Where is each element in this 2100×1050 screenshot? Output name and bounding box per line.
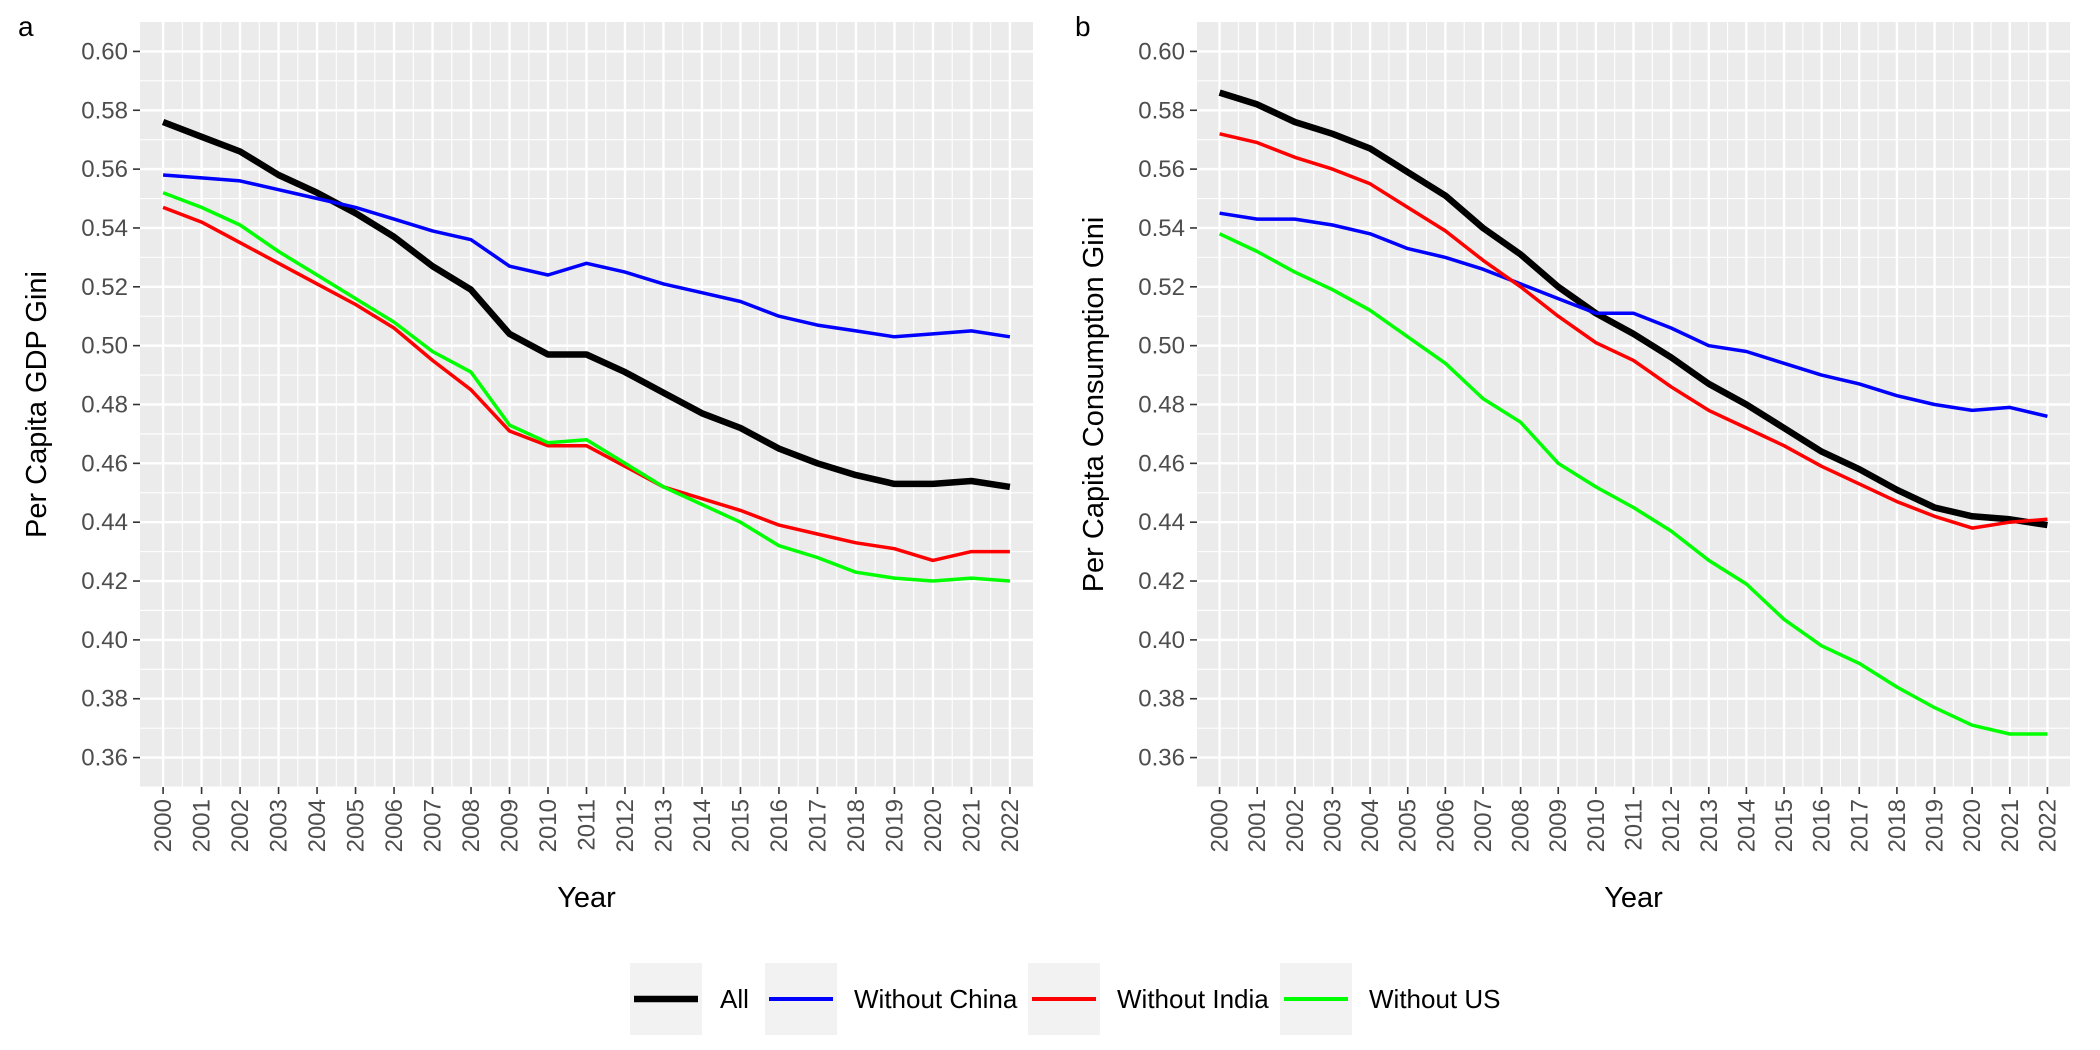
series-line-all <box>1218 89 2048 529</box>
x-tick-label-2022: 2022 <box>997 799 1024 852</box>
x-axis-title: Year <box>1604 882 1663 914</box>
x-tick-label-2010: 2010 <box>1583 799 1610 852</box>
series-line-without-us <box>1218 232 2048 736</box>
legend-label-all: All <box>720 984 749 1014</box>
x-tick-label-2016: 2016 <box>1809 799 1836 852</box>
y-tick-label: 0.48 <box>81 392 128 419</box>
x-tick-label-2006: 2006 <box>381 799 408 852</box>
x-tick-label-2021: 2021 <box>958 799 985 852</box>
y-tick-label: 0.48 <box>1138 392 1185 419</box>
series-line-without-india <box>162 205 1010 563</box>
x-tick-label-2021: 2021 <box>1997 799 2024 852</box>
x-tick-label-2011: 2011 <box>574 799 601 851</box>
x-tick-label-2007: 2007 <box>420 799 447 852</box>
x-tick-label-2010: 2010 <box>535 799 562 852</box>
y-tick-label: 0.36 <box>81 745 128 772</box>
y-tick-label: 0.50 <box>1138 333 1185 360</box>
x-tick-label-2005: 2005 <box>343 799 370 852</box>
panel-a: 0.36 0.38 0.40 0.42 0.44 0.46 0.48 0.50 0.52 0.54… <box>18 11 1033 914</box>
panel-b: 0.36 0.38 0.40 0.42 0.44 0.46 0.48 0.50 0.52 0.54… <box>1075 11 2070 914</box>
legend: All Without China Without India Without US <box>630 963 1501 1035</box>
y-tick-label: 0.56 <box>1138 156 1185 183</box>
x-tick-label-2012: 2012 <box>612 799 639 852</box>
x-tick-label-2013: 2013 <box>1696 799 1723 852</box>
y-tick-label: 0.42 <box>81 568 128 595</box>
x-tick-label-2001: 2001 <box>189 799 216 852</box>
y-tick-label: 0.60 <box>81 38 128 65</box>
y-tick-label: 0.44 <box>1138 509 1185 536</box>
y-tick-label: 0.46 <box>1138 450 1185 477</box>
y-tick-label: 0.52 <box>81 274 128 301</box>
y-tick-label: 0.42 <box>1138 568 1185 595</box>
y-tick-label: 0.40 <box>81 627 128 654</box>
y-tick-label: 0.44 <box>81 509 128 536</box>
x-tick-label-2004: 2004 <box>304 799 331 852</box>
x-tick-label-2008: 2008 <box>458 799 485 852</box>
legend-label-without-us: Without US <box>1369 984 1501 1014</box>
x-tick-label-2003: 2003 <box>266 799 293 852</box>
y-tick-label: 0.38 <box>81 686 128 713</box>
y-axis-title: Per Capita GDP Gini <box>21 271 53 538</box>
x-tick-label-2001: 2001 <box>1244 799 1271 852</box>
x-tick-label-2017: 2017 <box>1846 799 1873 852</box>
x-tick-label-2005: 2005 <box>1395 799 1422 852</box>
x-tick-label-2018: 2018 <box>1884 799 1911 852</box>
x-tick-label-2018: 2018 <box>843 799 870 852</box>
series-line-all <box>161 118 1011 491</box>
series-line-without-india <box>1219 132 2048 530</box>
x-tick-label-2009: 2009 <box>497 799 524 852</box>
y-tick-label: 0.50 <box>81 333 128 360</box>
panel-tag: a <box>18 11 34 42</box>
x-tick-label-2014: 2014 <box>689 799 716 852</box>
x-tick-label-2020: 2020 <box>920 799 947 852</box>
x-tick-label-2013: 2013 <box>650 799 677 852</box>
y-tick-label: 0.40 <box>1138 627 1185 654</box>
series-line-without-china <box>1219 211 2048 419</box>
x-tick-label-2002: 2002 <box>227 799 254 852</box>
x-tick-label-2016: 2016 <box>766 799 793 852</box>
x-tick-label-2002: 2002 <box>1282 799 1309 852</box>
x-tick-label-2022: 2022 <box>2034 799 2061 852</box>
x-tick-label-2000: 2000 <box>1207 799 1234 852</box>
x-tick-label-2000: 2000 <box>150 799 177 852</box>
x-tick-label-2004: 2004 <box>1357 799 1384 852</box>
x-tick-label-2012: 2012 <box>1658 799 1685 852</box>
legend-label-without-india: Without India <box>1117 984 1269 1014</box>
y-axis-title: Per Capita Consumption Gini <box>1078 217 1110 593</box>
x-tick-label-2019: 2019 <box>881 799 908 852</box>
x-tick-label-2019: 2019 <box>1922 799 1949 852</box>
y-tick-label: 0.58 <box>81 97 128 124</box>
panel-tag: b <box>1075 11 1091 42</box>
x-tick-label-2007: 2007 <box>1470 799 1497 852</box>
series-line-without-us <box>162 191 1011 583</box>
y-tick-label: 0.46 <box>81 450 128 477</box>
x-tick-label-2008: 2008 <box>1508 799 1535 852</box>
x-tick-label-2015: 2015 <box>1771 799 1798 852</box>
y-tick-label: 0.54 <box>1138 215 1185 242</box>
series-line-without-china <box>162 173 1011 339</box>
legend-label-without-china: Without China <box>854 984 1018 1014</box>
y-tick-label: 0.36 <box>1138 745 1185 772</box>
y-tick-label: 0.54 <box>81 215 128 242</box>
x-tick-label-2017: 2017 <box>804 799 831 852</box>
y-tick-label: 0.60 <box>1138 38 1185 65</box>
x-tick-label-2011: 2011 <box>1621 799 1648 851</box>
x-tick-label-2006: 2006 <box>1432 799 1459 852</box>
x-tick-label-2003: 2003 <box>1319 799 1346 852</box>
x-tick-label-2014: 2014 <box>1733 799 1760 852</box>
y-tick-label: 0.52 <box>1138 274 1185 301</box>
x-tick-label-2009: 2009 <box>1545 799 1572 852</box>
y-tick-label: 0.38 <box>1138 686 1185 713</box>
x-axis-title: Year <box>557 882 616 914</box>
y-tick-label: 0.58 <box>1138 97 1185 124</box>
x-tick-label-2020: 2020 <box>1959 799 1986 852</box>
x-tick-label-2015: 2015 <box>727 799 754 852</box>
y-tick-label: 0.56 <box>81 156 128 183</box>
